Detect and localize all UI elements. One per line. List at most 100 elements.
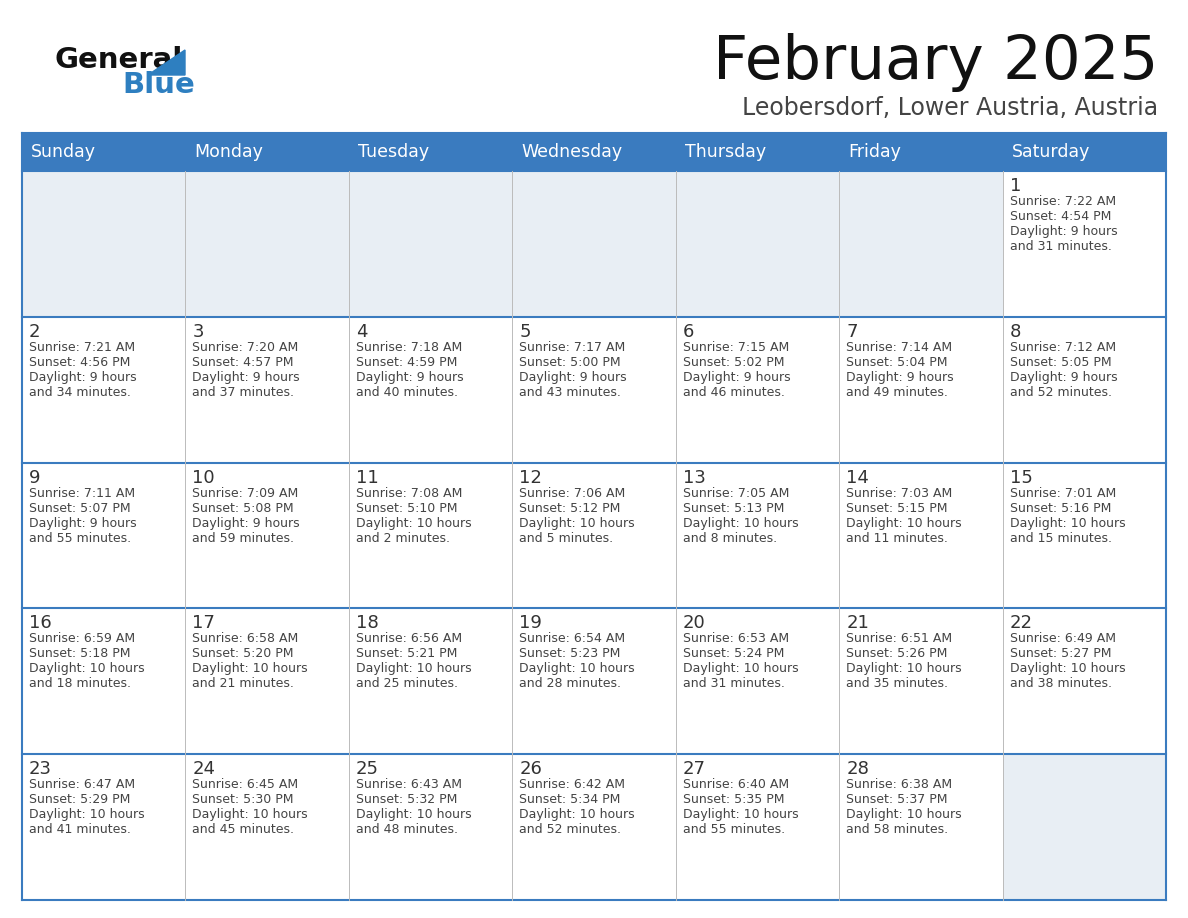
Text: Sunset: 5:34 PM: Sunset: 5:34 PM (519, 793, 620, 806)
Text: and 58 minutes.: and 58 minutes. (846, 823, 948, 836)
Bar (676, 317, 839, 463)
Text: Daylight: 9 hours: Daylight: 9 hours (192, 371, 301, 384)
Bar (512, 755, 676, 900)
Text: Sunset: 5:07 PM: Sunset: 5:07 PM (29, 501, 131, 515)
Text: Sunset: 4:54 PM: Sunset: 4:54 PM (1010, 210, 1111, 223)
Text: 14: 14 (846, 468, 868, 487)
Bar (23, 133, 185, 171)
Text: Daylight: 10 hours: Daylight: 10 hours (356, 517, 472, 530)
Text: Sunset: 5:32 PM: Sunset: 5:32 PM (356, 793, 457, 806)
Bar (1003, 133, 1165, 171)
Text: 27: 27 (683, 760, 706, 778)
Text: and 31 minutes.: and 31 minutes. (1010, 240, 1112, 253)
Text: Sunset: 5:21 PM: Sunset: 5:21 PM (356, 647, 457, 660)
Bar (349, 463, 512, 609)
Bar (185, 609, 349, 755)
Text: and 21 minutes.: and 21 minutes. (192, 677, 295, 690)
Text: Sunrise: 7:12 AM: Sunrise: 7:12 AM (1010, 341, 1116, 353)
Text: Sunrise: 7:18 AM: Sunrise: 7:18 AM (356, 341, 462, 353)
Text: 6: 6 (683, 323, 694, 341)
Text: Sunrise: 7:03 AM: Sunrise: 7:03 AM (846, 487, 953, 499)
Bar (185, 755, 349, 900)
Text: and 49 minutes.: and 49 minutes. (846, 386, 948, 398)
Text: Sunrise: 7:06 AM: Sunrise: 7:06 AM (519, 487, 626, 499)
Text: Sunrise: 6:58 AM: Sunrise: 6:58 AM (192, 633, 298, 645)
Bar (839, 755, 1003, 900)
Text: Daylight: 9 hours: Daylight: 9 hours (1010, 371, 1117, 384)
Text: 24: 24 (192, 760, 215, 778)
Text: Sunset: 5:26 PM: Sunset: 5:26 PM (846, 647, 948, 660)
Text: Daylight: 9 hours: Daylight: 9 hours (356, 371, 463, 384)
Bar (839, 171, 1003, 317)
Text: Daylight: 10 hours: Daylight: 10 hours (519, 808, 634, 822)
Text: Daylight: 10 hours: Daylight: 10 hours (846, 663, 962, 676)
Text: Daylight: 9 hours: Daylight: 9 hours (846, 371, 954, 384)
Text: Sunrise: 7:01 AM: Sunrise: 7:01 AM (1010, 487, 1116, 499)
Bar (185, 133, 349, 171)
Bar (676, 463, 839, 609)
Text: Thursday: Thursday (684, 143, 766, 161)
Text: and 59 minutes.: and 59 minutes. (192, 532, 295, 544)
Bar (349, 317, 512, 463)
Bar (185, 171, 349, 317)
Polygon shape (148, 50, 185, 75)
Text: Sunrise: 7:20 AM: Sunrise: 7:20 AM (192, 341, 298, 353)
Text: Daylight: 10 hours: Daylight: 10 hours (29, 663, 145, 676)
Text: and 41 minutes.: and 41 minutes. (29, 823, 131, 836)
Text: 1: 1 (1010, 177, 1020, 195)
Text: and 5 minutes.: and 5 minutes. (519, 532, 613, 544)
Text: Sunrise: 7:17 AM: Sunrise: 7:17 AM (519, 341, 626, 353)
Bar (23, 171, 185, 317)
Text: Sunset: 5:10 PM: Sunset: 5:10 PM (356, 501, 457, 515)
Bar (1003, 755, 1165, 900)
Text: 15: 15 (1010, 468, 1032, 487)
Text: Sunrise: 6:53 AM: Sunrise: 6:53 AM (683, 633, 789, 645)
Text: and 15 minutes.: and 15 minutes. (1010, 532, 1112, 544)
Text: Daylight: 10 hours: Daylight: 10 hours (192, 808, 308, 822)
Text: and 55 minutes.: and 55 minutes. (29, 532, 131, 544)
Text: and 38 minutes.: and 38 minutes. (1010, 677, 1112, 690)
Text: and 25 minutes.: and 25 minutes. (356, 677, 457, 690)
Text: 12: 12 (519, 468, 542, 487)
Text: and 34 minutes.: and 34 minutes. (29, 386, 131, 398)
Text: Sunrise: 7:22 AM: Sunrise: 7:22 AM (1010, 195, 1116, 208)
Text: Sunrise: 6:47 AM: Sunrise: 6:47 AM (29, 778, 135, 791)
Bar (23, 609, 185, 755)
Text: Sunset: 5:08 PM: Sunset: 5:08 PM (192, 501, 295, 515)
Text: Sunset: 5:30 PM: Sunset: 5:30 PM (192, 793, 293, 806)
Text: Sunset: 5:37 PM: Sunset: 5:37 PM (846, 793, 948, 806)
Text: Sunrise: 7:14 AM: Sunrise: 7:14 AM (846, 341, 953, 353)
Bar (185, 463, 349, 609)
Text: Sunset: 5:02 PM: Sunset: 5:02 PM (683, 356, 784, 369)
Text: Daylight: 10 hours: Daylight: 10 hours (683, 663, 798, 676)
Text: Daylight: 10 hours: Daylight: 10 hours (683, 517, 798, 530)
Text: Sunrise: 6:43 AM: Sunrise: 6:43 AM (356, 778, 462, 791)
Text: 5: 5 (519, 323, 531, 341)
Text: 11: 11 (356, 468, 379, 487)
Text: Daylight: 10 hours: Daylight: 10 hours (519, 663, 634, 676)
Text: and 28 minutes.: and 28 minutes. (519, 677, 621, 690)
Text: Sunset: 5:12 PM: Sunset: 5:12 PM (519, 501, 620, 515)
Text: Sunrise: 6:59 AM: Sunrise: 6:59 AM (29, 633, 135, 645)
Text: 3: 3 (192, 323, 204, 341)
Bar (23, 755, 185, 900)
Text: 25: 25 (356, 760, 379, 778)
Text: and 18 minutes.: and 18 minutes. (29, 677, 131, 690)
Text: Daylight: 10 hours: Daylight: 10 hours (683, 808, 798, 822)
Bar (839, 463, 1003, 609)
Text: Daylight: 10 hours: Daylight: 10 hours (519, 517, 634, 530)
Text: Sunset: 5:16 PM: Sunset: 5:16 PM (1010, 501, 1111, 515)
Text: Sunrise: 6:38 AM: Sunrise: 6:38 AM (846, 778, 953, 791)
Text: and 48 minutes.: and 48 minutes. (356, 823, 457, 836)
Bar (349, 133, 512, 171)
Text: Daylight: 9 hours: Daylight: 9 hours (1010, 225, 1117, 238)
Text: Sunset: 5:05 PM: Sunset: 5:05 PM (1010, 356, 1111, 369)
Text: Sunset: 5:23 PM: Sunset: 5:23 PM (519, 647, 620, 660)
Bar (1003, 317, 1165, 463)
Text: Sunrise: 6:54 AM: Sunrise: 6:54 AM (519, 633, 625, 645)
Text: Sunset: 5:24 PM: Sunset: 5:24 PM (683, 647, 784, 660)
Text: 13: 13 (683, 468, 706, 487)
Bar (1003, 609, 1165, 755)
Text: Daylight: 10 hours: Daylight: 10 hours (356, 808, 472, 822)
Text: Sunrise: 7:11 AM: Sunrise: 7:11 AM (29, 487, 135, 499)
